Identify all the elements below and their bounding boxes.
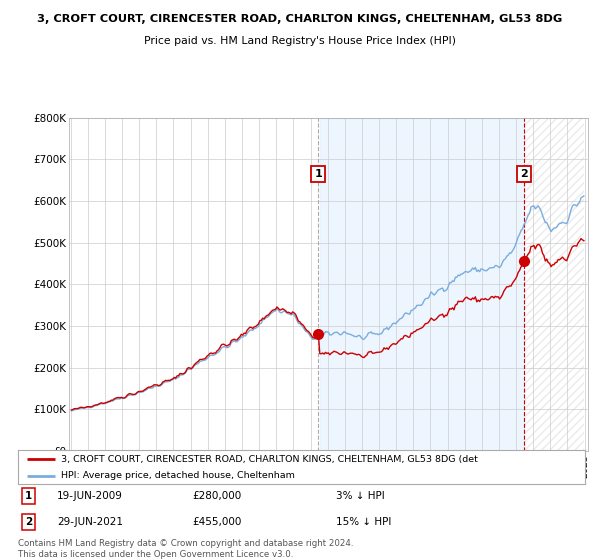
Text: 19-JUN-2009: 19-JUN-2009	[57, 491, 123, 501]
Text: 2: 2	[25, 517, 32, 527]
Text: £455,000: £455,000	[192, 517, 241, 527]
Text: 3, CROFT COURT, CIRENCESTER ROAD, CHARLTON KINGS, CHELTENHAM, GL53 8DG (det: 3, CROFT COURT, CIRENCESTER ROAD, CHARLT…	[61, 455, 478, 464]
Text: £280,000: £280,000	[192, 491, 241, 501]
Text: HPI: Average price, detached house, Cheltenham: HPI: Average price, detached house, Chel…	[61, 471, 295, 480]
Text: 15% ↓ HPI: 15% ↓ HPI	[336, 517, 391, 527]
Text: Price paid vs. HM Land Registry's House Price Index (HPI): Price paid vs. HM Land Registry's House …	[144, 36, 456, 46]
Text: 29-JUN-2021: 29-JUN-2021	[57, 517, 123, 527]
Text: 1: 1	[314, 169, 322, 179]
Text: 2: 2	[520, 169, 528, 179]
Text: 3, CROFT COURT, CIRENCESTER ROAD, CHARLTON KINGS, CHELTENHAM, GL53 8DG: 3, CROFT COURT, CIRENCESTER ROAD, CHARLT…	[37, 14, 563, 24]
Text: Contains HM Land Registry data © Crown copyright and database right 2024.
This d: Contains HM Land Registry data © Crown c…	[18, 539, 353, 559]
Text: 1: 1	[25, 491, 32, 501]
Text: 3% ↓ HPI: 3% ↓ HPI	[336, 491, 385, 501]
